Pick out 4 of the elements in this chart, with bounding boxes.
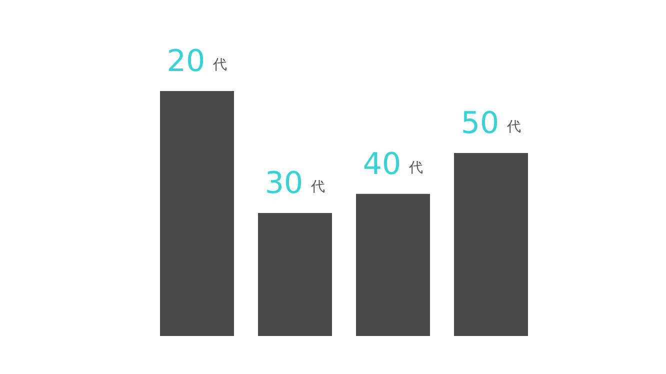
- bar: [356, 194, 430, 336]
- bar: [160, 91, 234, 336]
- bar: [454, 152, 528, 336]
- bar: [258, 213, 332, 336]
